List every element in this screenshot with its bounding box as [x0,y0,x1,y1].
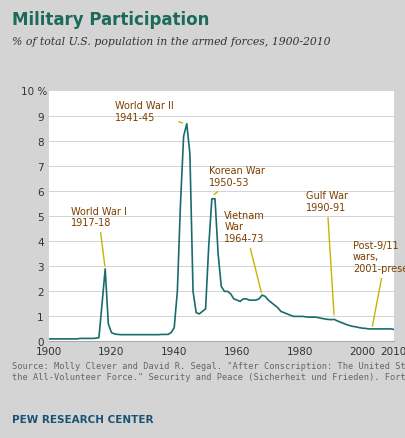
Text: World War I
1917-18: World War I 1917-18 [70,206,126,266]
Text: Source: Molly Clever and David R. Segal. "After Conscription: The United States : Source: Molly Clever and David R. Segal.… [12,361,405,381]
Text: Military Participation: Military Participation [12,11,209,29]
Text: 10 %: 10 % [21,87,47,97]
Text: Vietnam
War
1964-73: Vietnam War 1964-73 [224,210,264,293]
Text: PEW RESEARCH CENTER: PEW RESEARCH CENTER [12,414,153,424]
Text: % of total U.S. population in the armed forces, 1900-2010: % of total U.S. population in the armed … [12,37,330,47]
Text: World War II
1941-45: World War II 1941-45 [114,101,182,124]
Text: Gulf War
1990-91: Gulf War 1990-91 [305,191,347,315]
Text: Korean War
1950-53: Korean War 1950-53 [208,166,264,195]
Text: Post-9/11
wars,
2001-present: Post-9/11 wars, 2001-present [352,240,405,326]
